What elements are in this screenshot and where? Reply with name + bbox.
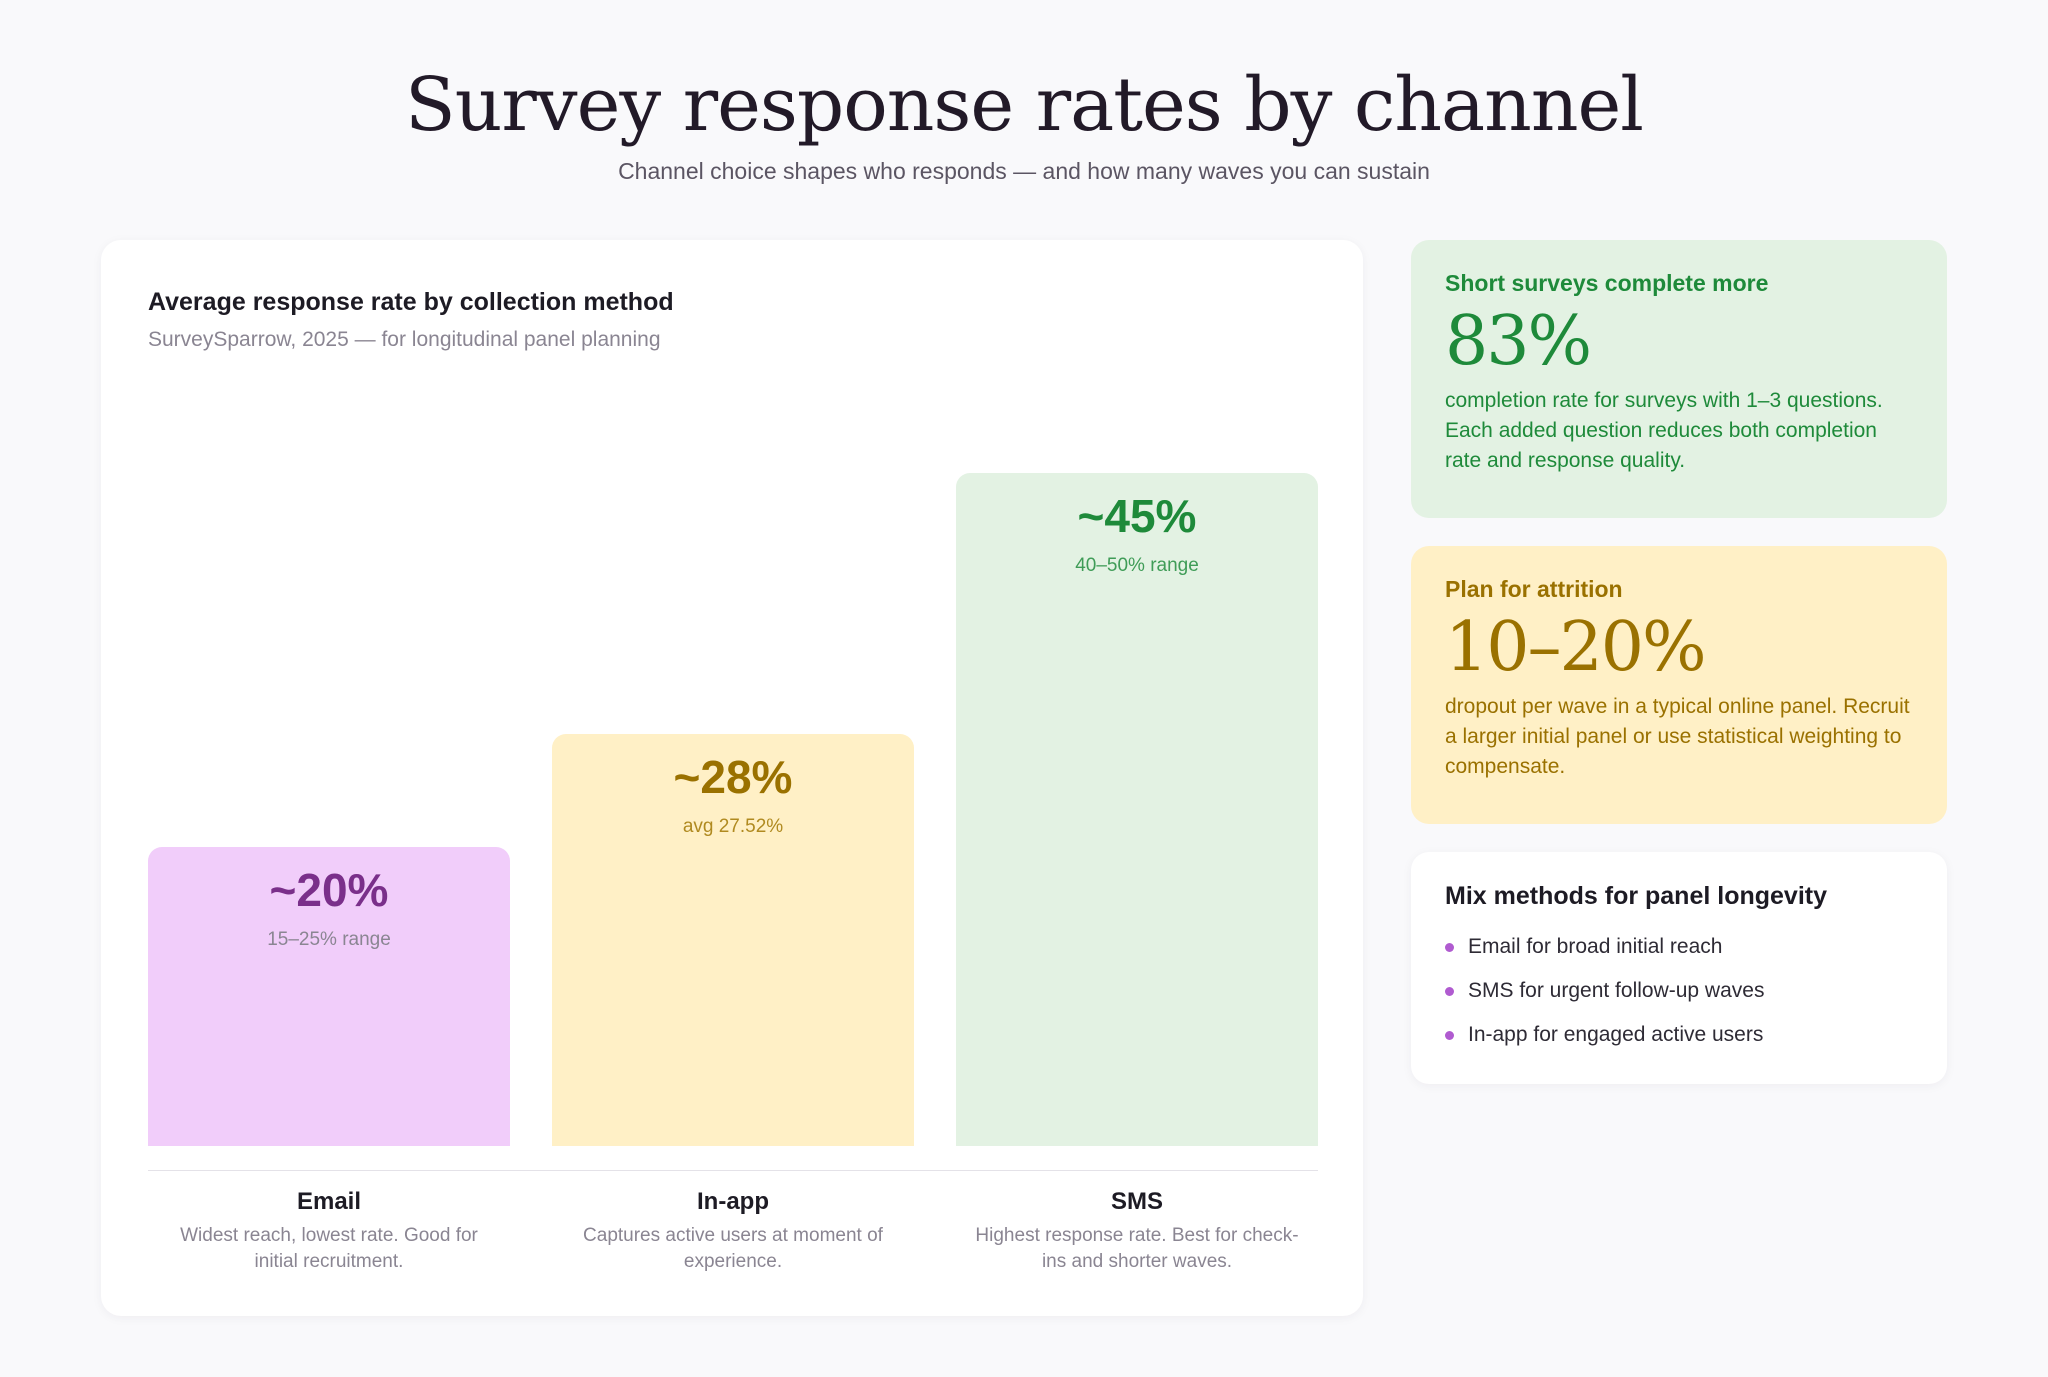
- mix-item-label: Email for broad initial reach: [1468, 935, 1723, 958]
- mix-item-label: SMS for urgent follow-up waves: [1468, 979, 1765, 1002]
- bar-sub-label: avg 27.52%: [682, 816, 784, 837]
- bar-sub-label: 40–50% range: [1075, 555, 1199, 576]
- mix-methods-heading: Mix methods for panel longevity: [1445, 882, 1827, 910]
- category-description: Highest response rate. Best for check-in…: [975, 1225, 1299, 1272]
- page-subtitle: Channel choice shapes who responds — and…: [618, 158, 1430, 184]
- plot-area: ~20% 15–25% range ~28% avg 27.52% ~45% 40–50%…: [148, 390, 1318, 1146]
- short-surveys-heading: Short surveys complete more: [1445, 270, 1769, 296]
- mix-item-label: In-app for engaged active users: [1468, 1023, 1764, 1046]
- bar-in-app: ~28% avg 27.52%: [552, 734, 914, 1146]
- category-label: Email: [296, 1188, 362, 1215]
- chart-card: Average response rate by collection meth…: [101, 240, 1363, 1316]
- bullet-dot-icon: [1445, 986, 1454, 996]
- page-title: Survey response rates by channel: [405, 62, 1644, 148]
- attrition-text: dropout per wave in a typical online pan…: [1445, 694, 1910, 778]
- short-surveys-text: completion rate for surveys with 1–3 que…: [1445, 388, 1883, 472]
- attrition-card: Plan for attrition 10–20% dropout per wa…: [1411, 546, 1947, 824]
- mix-methods-card: Mix methods for panel longevity Email fo…: [1411, 852, 1947, 1084]
- bullet-dot-icon: [1445, 1030, 1454, 1040]
- bar-value-label: ~20%: [269, 864, 389, 916]
- bullet-dot-icon: [1445, 942, 1454, 952]
- chart-title: Average response rate by collection meth…: [148, 288, 674, 316]
- list-item: Email for broad initial reach: [1445, 925, 1913, 969]
- attrition-stat: 10–20%: [1445, 608, 1707, 687]
- category-description: Captures active users at moment of exper…: [583, 1225, 883, 1272]
- bar-sms: ~45% 40–50% range: [956, 473, 1318, 1146]
- bar-email: ~20% 15–25% range: [148, 847, 510, 1146]
- short-surveys-card: Short surveys complete more 83% completi…: [1411, 240, 1947, 518]
- bar-sub-label: 15–25% range: [267, 929, 391, 950]
- mix-methods-list: Email for broad initial reach SMS for ur…: [1445, 925, 1913, 1057]
- category-description: Widest reach, lowest rate. Good for init…: [180, 1225, 478, 1272]
- chart-source: SurveySparrow, 2025 — for longitudinal p…: [148, 328, 661, 351]
- short-surveys-stat: 83%: [1445, 302, 1592, 381]
- list-item: In-app for engaged active users: [1445, 1013, 1913, 1057]
- category-label: SMS: [1110, 1188, 1163, 1215]
- baseline: [148, 1170, 1318, 1171]
- category-label: In-app: [697, 1188, 769, 1215]
- attrition-heading: Plan for attrition: [1445, 576, 1623, 602]
- bar-value-label: ~28%: [673, 751, 793, 803]
- list-item: SMS for urgent follow-up waves: [1445, 969, 1913, 1013]
- bar-value-label: ~45%: [1077, 490, 1197, 542]
